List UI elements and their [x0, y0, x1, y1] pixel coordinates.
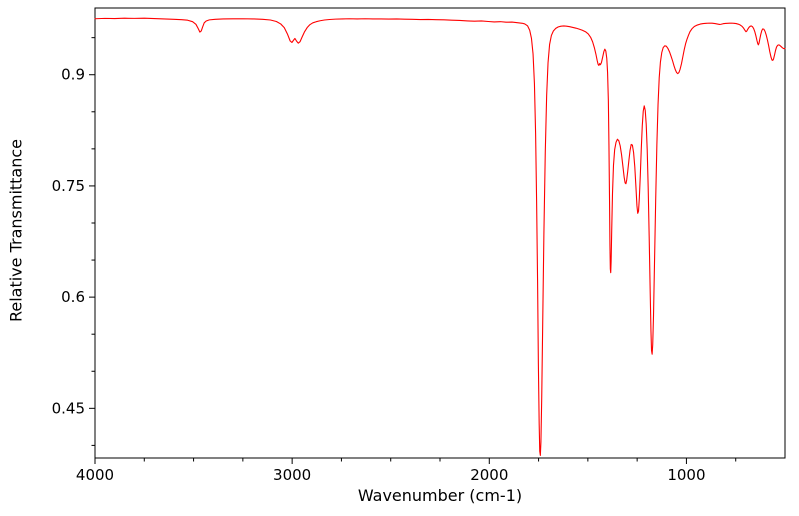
- y-axis-label: Relative Transmittance: [6, 138, 26, 323]
- plot-frame: [94, 7, 786, 459]
- y-tick-label: 0.9: [61, 66, 85, 84]
- axes-ticks: [89, 37, 737, 464]
- x-tick-label: 2000: [470, 466, 508, 484]
- x-tick-label: 4000: [76, 466, 114, 484]
- spectrum-line: [94, 17, 786, 456]
- tick-labels: 4000 3000 2000 1000 0.45 0.6 0.75 0.9: [52, 66, 706, 484]
- y-tick-label: 0.45: [52, 399, 85, 417]
- y-tick-label: 0.75: [52, 177, 85, 195]
- x-tick-label: 3000: [273, 466, 311, 484]
- y-tick-label: 0.6: [61, 288, 85, 306]
- x-tick-label: 1000: [667, 466, 705, 484]
- x-axis-label: Wavenumber (cm-1): [357, 486, 523, 505]
